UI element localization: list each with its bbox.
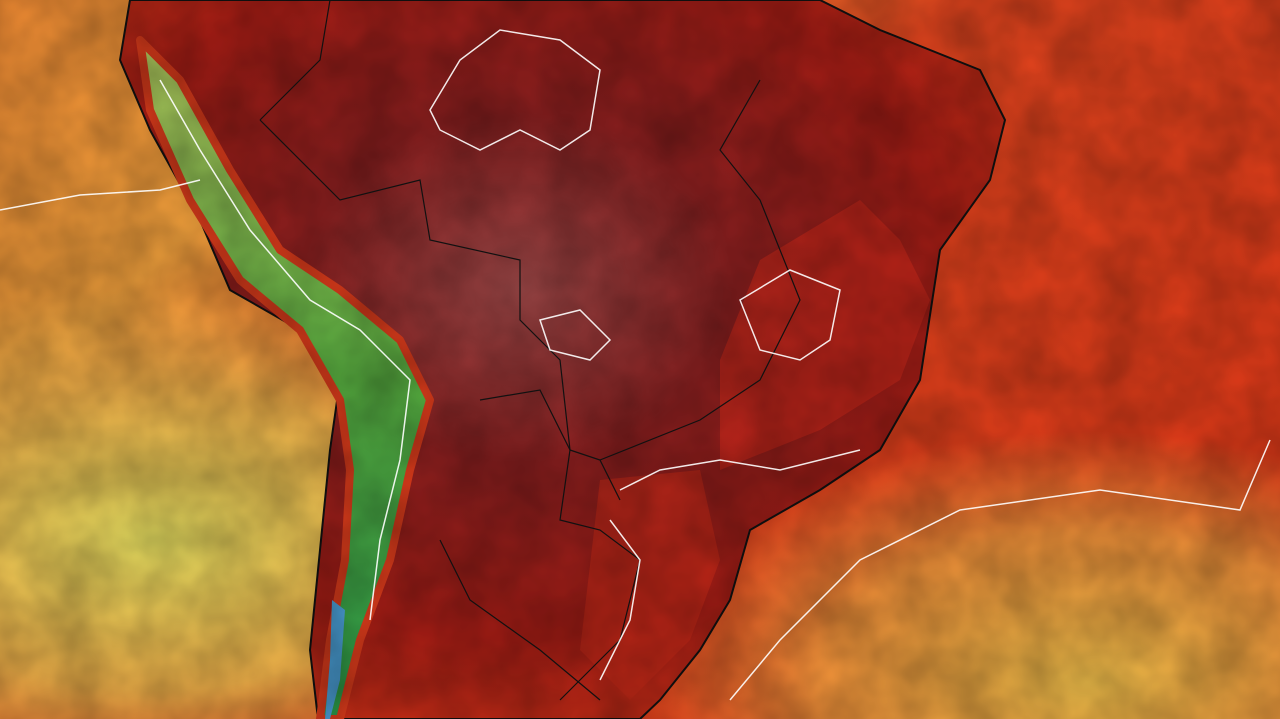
borders <box>259 0 801 701</box>
isotherms <box>0 29 1271 701</box>
